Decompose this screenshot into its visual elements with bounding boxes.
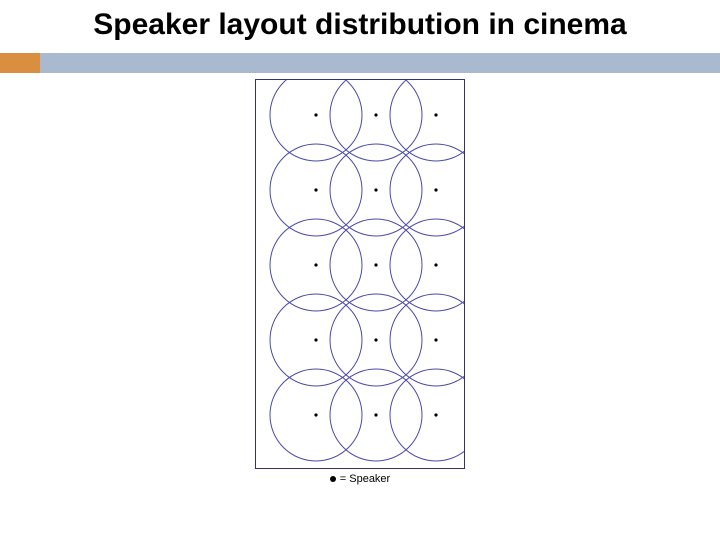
diagram-container: [0, 79, 720, 469]
speaker-dot: [314, 188, 317, 191]
coverage-circle: [270, 80, 362, 161]
divider-accent: [0, 53, 40, 73]
legend: = Speaker: [0, 473, 720, 485]
speaker-dot: [314, 413, 317, 416]
speaker-layout-diagram: [255, 79, 465, 469]
title-divider: [0, 53, 720, 73]
speaker-layout-svg: [256, 80, 465, 469]
coverage-circle: [390, 80, 465, 161]
legend-dot-icon: [330, 476, 336, 482]
speaker-dot: [434, 188, 437, 191]
speaker-dot: [314, 263, 317, 266]
speaker-dot: [374, 263, 377, 266]
speaker-dot: [434, 413, 437, 416]
speaker-dot: [434, 338, 437, 341]
coverage-circle: [330, 80, 422, 161]
speaker-dot: [374, 413, 377, 416]
speaker-dot: [374, 113, 377, 116]
speaker-dot: [374, 338, 377, 341]
divider-bar: [40, 53, 720, 73]
speaker-dot: [374, 188, 377, 191]
speaker-dot: [314, 338, 317, 341]
speaker-dot: [434, 113, 437, 116]
page-title: Speaker layout distribution in cinema: [0, 0, 720, 47]
legend-text: = Speaker: [340, 473, 390, 485]
speaker-dot: [314, 113, 317, 116]
speaker-dot: [434, 263, 437, 266]
